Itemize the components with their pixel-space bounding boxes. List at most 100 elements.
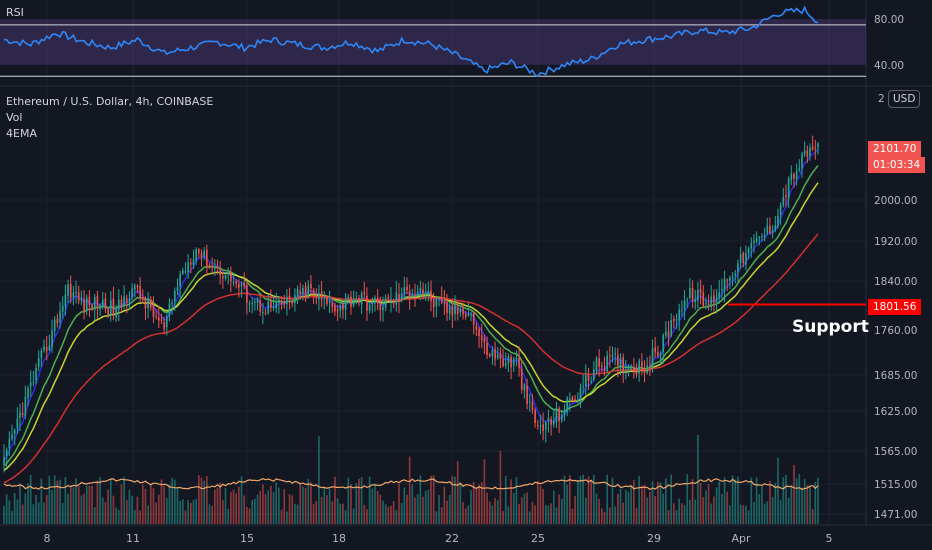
candle-body <box>694 299 697 303</box>
candle-body <box>587 375 590 381</box>
candle-body <box>771 230 774 233</box>
candle-body <box>230 272 232 282</box>
volume-bar <box>769 480 771 524</box>
candle-body <box>206 249 208 267</box>
candle-body <box>93 296 96 311</box>
volume-bar <box>536 481 539 524</box>
volume-bar <box>53 475 56 524</box>
candle-body <box>683 300 686 310</box>
price-tick-label: 1685.00 <box>874 370 917 382</box>
candle-body <box>238 284 240 288</box>
volume-bar <box>83 493 85 524</box>
volume-bars <box>3 434 819 524</box>
rsi-band <box>0 19 866 65</box>
volume-bar <box>600 508 603 524</box>
volume-bar <box>165 498 168 524</box>
candle-body <box>5 450 8 457</box>
candle-body <box>35 367 37 381</box>
candle-body <box>478 328 480 337</box>
candle-body <box>475 325 478 330</box>
candle-body <box>69 283 72 299</box>
volume-bar <box>568 475 571 524</box>
candle-body <box>763 234 766 238</box>
volume-bar <box>504 475 507 524</box>
candle-body <box>99 305 101 310</box>
volume-bar <box>216 487 219 524</box>
volume-bar <box>96 480 99 524</box>
candle-body <box>107 308 109 316</box>
candle-body <box>117 299 120 311</box>
candle-body <box>149 299 152 308</box>
candle-body <box>304 286 307 299</box>
currency-button[interactable]: USD <box>888 90 921 108</box>
volume-bar <box>446 500 448 524</box>
volume-bar <box>649 491 651 524</box>
volume-bar <box>435 511 438 524</box>
rsi-label: RSI <box>6 6 24 19</box>
candle-body <box>542 424 544 431</box>
candle-body <box>13 429 16 434</box>
volume-bar <box>448 494 451 524</box>
candle-body <box>472 312 475 325</box>
candle-body <box>109 300 112 317</box>
candle-body <box>566 398 568 413</box>
price-tick-label: 1565.00 <box>874 446 917 458</box>
volume-bar <box>342 503 344 524</box>
volume-bar <box>699 482 702 524</box>
time-tick-label: 8 <box>44 532 51 545</box>
candle-body <box>256 299 259 303</box>
volume-ma-line <box>3 478 819 491</box>
candle-body <box>347 297 350 299</box>
candle-body <box>480 334 483 340</box>
volume-bar <box>739 504 742 524</box>
candle-body <box>56 318 59 324</box>
candle-body <box>125 298 128 303</box>
volume-bar <box>777 457 779 524</box>
volume-bar <box>689 499 691 524</box>
candle-body <box>53 319 56 332</box>
rsi-panel[interactable] <box>0 5 866 78</box>
candle-body <box>72 292 75 297</box>
candle-body <box>264 312 267 314</box>
volume-bar <box>208 504 211 524</box>
volume-bar <box>798 474 801 524</box>
volume-bar <box>115 507 117 524</box>
volume-bar <box>430 475 432 524</box>
volume-bar <box>219 482 222 524</box>
volume-bar <box>141 484 144 524</box>
candle-body <box>267 301 270 314</box>
candles[interactable] <box>3 135 819 473</box>
candle-body <box>168 303 171 317</box>
price-tick-label: 1840.00 <box>874 276 917 288</box>
candle-body <box>609 355 611 357</box>
volume-bar <box>499 450 502 524</box>
candle-body <box>328 301 331 303</box>
candle-body <box>248 303 251 305</box>
candle-body <box>507 356 510 364</box>
candle-body <box>379 302 382 311</box>
volume-bar <box>542 489 544 524</box>
candle-body <box>448 307 451 314</box>
volume-bar <box>750 477 753 524</box>
volume-bar <box>539 485 542 524</box>
volume-bar <box>224 488 227 524</box>
candle-body <box>299 290 302 294</box>
volume-bar <box>814 482 817 524</box>
candle-body <box>144 298 147 309</box>
candle-body <box>643 368 646 374</box>
volume-bar <box>45 495 48 524</box>
volume-bar <box>230 491 232 524</box>
volume-bar <box>280 509 283 524</box>
support-line-group <box>728 303 866 306</box>
candle-body <box>702 292 705 306</box>
candle-body <box>416 291 419 296</box>
candle-body <box>427 290 430 294</box>
volume-bar <box>232 489 235 524</box>
candle-body <box>502 358 504 367</box>
volume-bar <box>462 502 464 524</box>
candle-body <box>750 243 753 249</box>
candle-body <box>288 295 291 300</box>
volume-bar <box>235 493 238 524</box>
volume-bar <box>400 502 403 524</box>
